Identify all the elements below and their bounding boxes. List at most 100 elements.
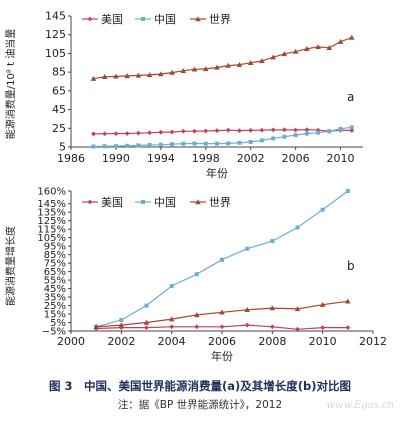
panel-b-y-tick-label: 125%	[37, 216, 66, 227]
panel-b-data-point-china	[345, 189, 350, 193]
panel-b-y-tick-label: 55%	[44, 276, 66, 287]
panel-a-data-point-china	[237, 140, 242, 145]
panel-a-x-tick-label: 2002	[237, 152, 265, 165]
panel-a-y-tick-label: 145	[45, 10, 66, 23]
panel-b-data-point-world	[93, 323, 99, 329]
panel-a-data-point-usa	[259, 127, 265, 133]
panel-a-data-point-china	[170, 142, 175, 147]
panel-a-data-point-world	[202, 66, 209, 72]
panel-a-data-point-china	[226, 141, 231, 146]
panel-b-data-point-usa	[244, 322, 250, 328]
panel-a-data-point-china	[102, 144, 107, 149]
panel-a-data-point-usa	[124, 131, 130, 136]
panel-b-data-point-china	[220, 257, 224, 262]
panel-a-data-point-usa	[304, 127, 310, 132]
panel-b-data-point-china	[295, 225, 300, 230]
panel-b-y-tick-label: 95%	[44, 242, 66, 253]
panel-a-y-tick-label: 85	[52, 66, 66, 79]
panel-a-x-tick-label: 1990	[102, 152, 130, 165]
panel-b-legend-marker-china	[141, 200, 145, 204]
panel-a-data-point-usa	[91, 131, 96, 137]
panel-a-data-point-usa	[270, 127, 276, 133]
panel-a-y-tick-label: 105	[45, 47, 66, 60]
panel-a-data-point-world	[113, 73, 119, 79]
panel-a-data-point-china	[293, 133, 298, 138]
panel-b-y-tick-label: 35%	[44, 293, 66, 304]
panel-b-data-point-china	[245, 246, 250, 251]
panel-a-y-tick-label: 65	[52, 84, 66, 97]
watermark: www.Egas.cn	[326, 400, 394, 411]
panel-b-y-tick-label: 105%	[37, 233, 66, 244]
panel-a-data-point-world	[169, 69, 175, 75]
panel-a-data-point-china	[215, 141, 219, 146]
panel-a-data-point-china	[271, 136, 276, 141]
panel-a-data-point-world	[158, 71, 164, 77]
panel-b-x-axis-label: 年份	[211, 349, 233, 363]
panel-a-series-line-world	[93, 36, 353, 80]
panel-a-panel-label: a	[347, 90, 354, 104]
panel-a-data-point-usa	[147, 130, 153, 136]
panel-b-data-point-world	[319, 301, 326, 307]
panel-a-data-point-world	[337, 38, 344, 44]
panel-b-x-tick-label: 2006	[208, 335, 236, 348]
panel-a-x-tick-label: 1986	[57, 152, 85, 165]
panel-a-data-point-china	[136, 143, 141, 148]
panel-a-data-point-usa	[203, 128, 209, 134]
panel-b-x-tick-label: 2002	[107, 335, 135, 348]
panel-b-data-point-china	[270, 239, 275, 244]
panel-b-y-tick-label: 115%	[37, 225, 66, 236]
panel-a-data-point-world	[270, 54, 276, 60]
panel-b-data-point-usa	[320, 325, 326, 331]
panel-a-data-point-world	[348, 34, 355, 40]
panel-a-data-point-china	[125, 143, 130, 148]
panel-a-data-point-usa	[169, 129, 175, 135]
panel-a-data-point-world	[292, 48, 299, 54]
panel-a-data-point-world	[281, 51, 288, 57]
panel-b-data-point-world	[219, 309, 225, 315]
panel-a-x-tick-label: 1998	[192, 152, 220, 165]
panel-a-data-point-world	[214, 64, 220, 70]
panel-a-y-tick-label: 25	[52, 122, 66, 135]
panel-a-data-point-world	[124, 73, 130, 79]
panel-a-data-point-usa	[135, 130, 141, 136]
panel-a-x-tick-label: 2010	[327, 152, 355, 165]
panel-b-data-point-usa	[194, 324, 200, 330]
panel-a-legend-label-china: 中国	[154, 13, 176, 26]
panel-a-data-point-usa	[102, 131, 108, 137]
panel-b-y-tick-label: 15%	[44, 310, 66, 321]
panel-a-data-point-usa	[180, 128, 186, 134]
panel-b-y-tick-label: 85%	[44, 250, 66, 261]
panel-b-y-tick-label: 45%	[44, 284, 66, 295]
panel-a-data-point-world	[326, 45, 333, 51]
panel-b-x-tick-label: 2000	[57, 335, 85, 348]
panel-a-data-point-world	[236, 61, 243, 67]
panel-a-data-point-usa	[225, 127, 231, 133]
panel-a-data-point-china	[259, 138, 264, 143]
panel-a-x-tick-label: 2006	[282, 152, 310, 165]
panel-a-data-point-china	[192, 141, 197, 146]
panel-a-data-point-world	[259, 58, 265, 64]
panel-a-data-point-world	[90, 75, 97, 81]
panel-a-y-tick-label: 5	[59, 141, 66, 154]
panel-b-y-axis-label: 能源消费量增长度	[4, 226, 17, 306]
panel-b-y-tick-label: 25%	[44, 301, 66, 312]
panel-b-data-point-usa	[269, 324, 275, 330]
panel-a-data-point-china	[113, 144, 118, 149]
panel-a-data-point-usa	[237, 128, 242, 134]
panel-a-data-point-china	[282, 134, 287, 139]
panel-a-data-point-usa	[281, 127, 287, 133]
panel-a-data-point-china	[158, 142, 163, 147]
panel-a-data-point-usa	[158, 129, 164, 135]
panel-a-data-point-world	[146, 72, 153, 78]
panel-b-y-tick-label: 65%	[44, 267, 66, 278]
panel-a-legend-marker-world	[195, 16, 201, 22]
source-note: 注：据《BP 世界能源统计》，2012	[117, 399, 283, 411]
panel-b-data-point-china	[119, 317, 124, 322]
panel-a-data-point-china	[327, 129, 332, 134]
panel-b-data-point-usa	[144, 325, 149, 331]
panel-a-legend-marker-china	[141, 17, 145, 21]
panel-a-x-tick-label: 1994	[147, 152, 175, 165]
panel-b-data-point-usa	[295, 326, 300, 332]
panel-a-data-point-world	[247, 59, 254, 65]
panel-a-data-point-usa	[113, 131, 119, 137]
